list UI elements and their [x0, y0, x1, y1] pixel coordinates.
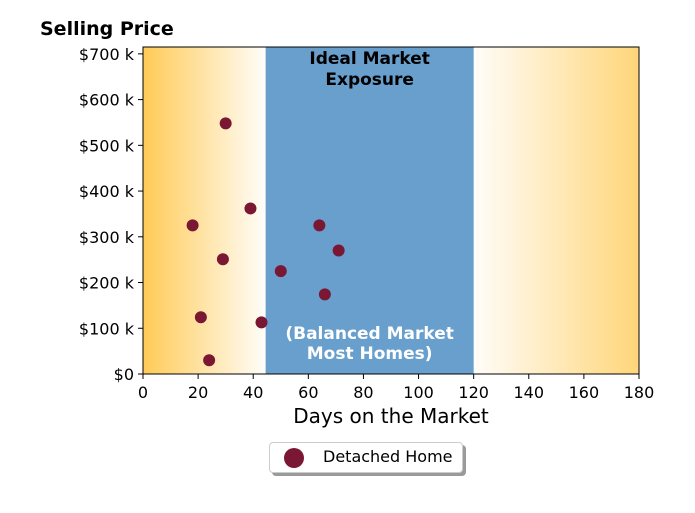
- x-tick-label: 160: [569, 383, 600, 402]
- x-tick-label: 0: [138, 383, 148, 402]
- x-tick-label: 80: [353, 383, 373, 402]
- y-tick-label: $400 k: [79, 182, 135, 201]
- data-point-0-2: [186, 219, 199, 232]
- background-regions: [143, 47, 639, 374]
- x-axis-ticks: 0 20 40 60 80 100 120 140 160 180: [138, 374, 654, 402]
- x-tick-label: 100: [403, 383, 434, 402]
- legend-marker-icon: [284, 448, 304, 468]
- y-tick-label: $0: [114, 365, 134, 384]
- x-tick-label: 40: [243, 383, 263, 402]
- region-band-1: [265, 47, 474, 374]
- y-tick-label: $600 k: [79, 91, 135, 110]
- data-point-0-9: [255, 316, 268, 329]
- y-tick-label: $300 k: [79, 228, 135, 247]
- data-point-0-5: [216, 253, 229, 266]
- legend: Detached Home: [269, 442, 463, 473]
- chart-title: Selling Price: [40, 18, 174, 40]
- legend-label: Detached Home: [323, 447, 453, 466]
- data-points: [186, 117, 345, 367]
- annotation-1-line-1: Most Homes): [307, 344, 433, 364]
- y-tick-label: $500 k: [79, 136, 135, 155]
- x-tick-label: 140: [514, 383, 545, 402]
- data-point-0-10: [203, 354, 216, 367]
- data-point-0-4: [332, 244, 345, 257]
- x-axis-label: Days on the Market: [293, 404, 489, 428]
- y-tick-label: $100 k: [79, 319, 135, 338]
- region-band-2: [473, 47, 639, 374]
- x-tick-label: 60: [298, 383, 318, 402]
- x-tick-label: 20: [188, 383, 208, 402]
- data-point-0-7: [318, 288, 331, 301]
- plot-frame: [142, 46, 640, 375]
- data-point-0-1: [244, 202, 257, 215]
- x-tick-label: 120: [458, 383, 489, 402]
- annotation-0-line-0: Ideal Market: [309, 49, 430, 69]
- y-axis-ticks: $0 $100 k $200 k $300 k $400 k $500 k $600 k $7…: [79, 45, 143, 384]
- data-point-0-0: [219, 117, 232, 130]
- y-tick-label: $700 k: [79, 45, 135, 64]
- data-point-0-8: [194, 311, 207, 324]
- x-tick-label: 180: [624, 383, 655, 402]
- data-point-0-3: [313, 219, 326, 232]
- annotation-0-line-1: Exposure: [325, 70, 414, 90]
- annotation-1-line-0: (Balanced Market: [285, 324, 454, 344]
- y-tick-label: $200 k: [79, 274, 135, 293]
- data-point-0-6: [274, 265, 287, 278]
